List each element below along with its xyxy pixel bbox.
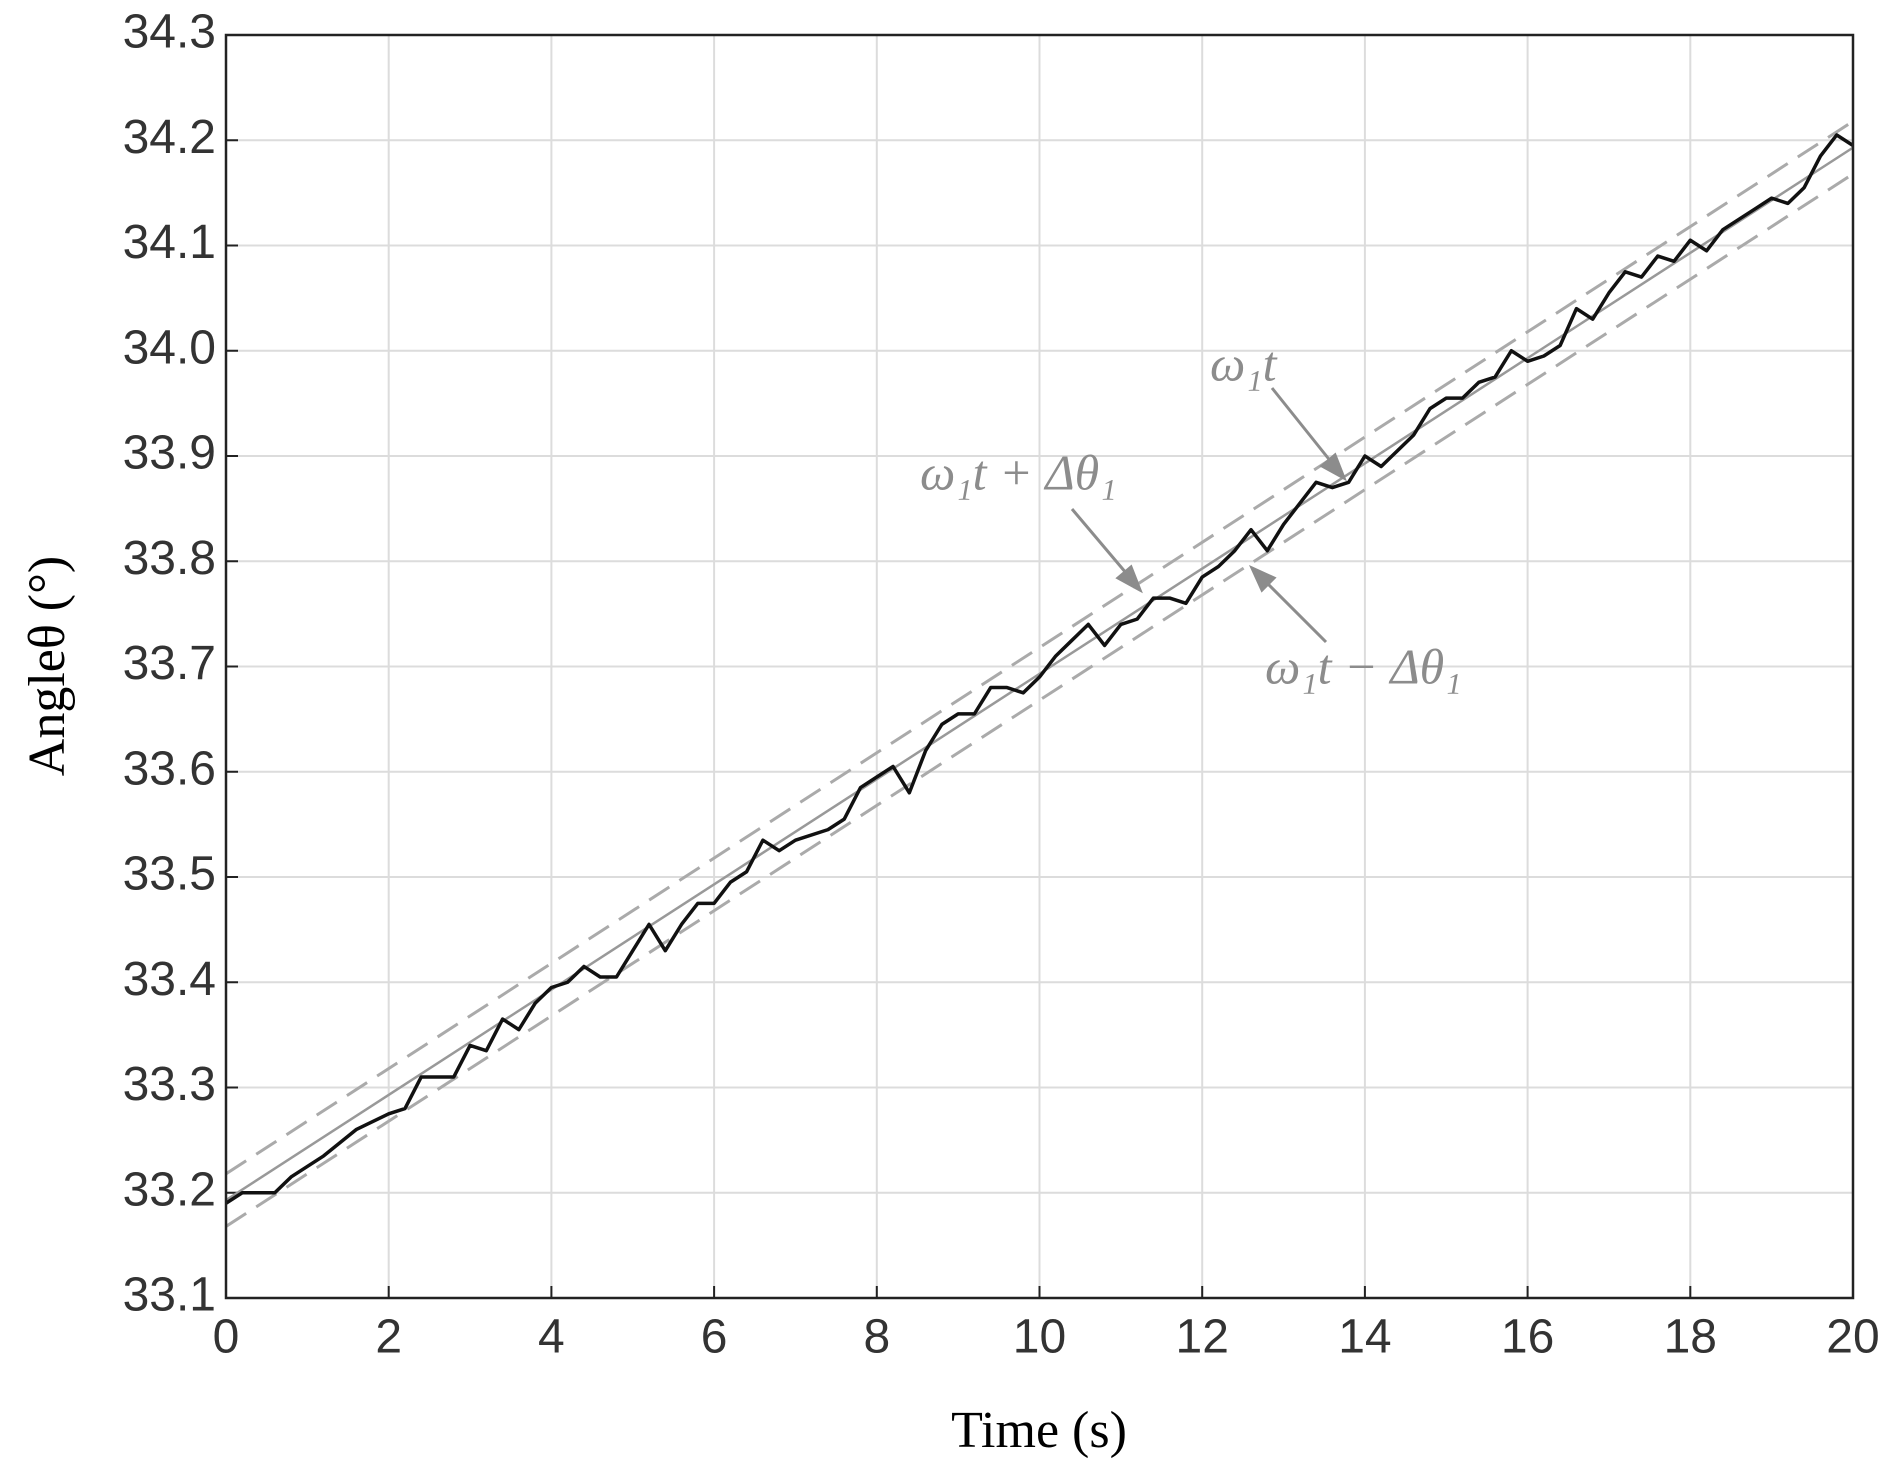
x-tick-label: 2 (375, 1311, 402, 1364)
annotation: ω₁t (1210, 335, 1278, 391)
y-axis-title: Angleθ (°) (19, 556, 76, 776)
x-tick-label: 8 (863, 1311, 890, 1364)
x-tick-label: 6 (701, 1311, 728, 1364)
arrow-head (1248, 564, 1277, 593)
y-tick-label: 33.5 (123, 848, 216, 901)
annotation: ω₁t − Δθ₁ (1265, 638, 1462, 694)
y-tick-label: 34.3 (123, 6, 216, 59)
y-tick-label: 33.9 (123, 427, 216, 480)
x-axis-title: Time (s) (951, 1402, 1127, 1459)
y-tick-label: 33.3 (123, 1058, 216, 1111)
y-tick-label: 33.6 (123, 742, 216, 795)
y-tick-label: 34.1 (123, 216, 216, 269)
x-tick-label: 18 (1664, 1311, 1717, 1364)
annotation-arrows (1070, 387, 1347, 644)
annotation: ω₁t + Δθ₁ (920, 444, 1117, 500)
y-tick-label: 33.4 (123, 953, 216, 1006)
y-tick-label: 34.0 (123, 321, 216, 374)
axes-frame (224, 33, 1855, 1300)
y-tick-label: 33.2 (123, 1163, 216, 1216)
x-tick-label: 16 (1501, 1311, 1554, 1364)
plot-lines (225, 120, 1854, 1228)
x-tick-label: 14 (1338, 1311, 1391, 1364)
arrow-head (1319, 452, 1347, 482)
arrow (1258, 574, 1328, 644)
x-tick-label: 4 (538, 1311, 565, 1364)
arrow (1270, 387, 1338, 469)
arrow (1070, 508, 1134, 581)
y-tick-label: 33.7 (123, 637, 216, 690)
y-tick-label: 33.1 (123, 1269, 216, 1322)
data-line (225, 146, 1854, 1202)
tick-labels: 0 2 4 6 8 10 12 14 16 18 20 33.1 33.2 33.3 33.4 33.5 33.… (123, 6, 1880, 1364)
x-tick-label: 20 (1826, 1311, 1879, 1364)
x-tick-label: 10 (1013, 1311, 1066, 1364)
y-tick-label: 34.2 (123, 111, 216, 164)
x-tick-label: 0 (213, 1311, 240, 1364)
arrow-head (1115, 564, 1143, 594)
y-tick-label: 33.8 (123, 532, 216, 585)
x-tick-label: 12 (1176, 1311, 1229, 1364)
data-line (225, 133, 1854, 1205)
